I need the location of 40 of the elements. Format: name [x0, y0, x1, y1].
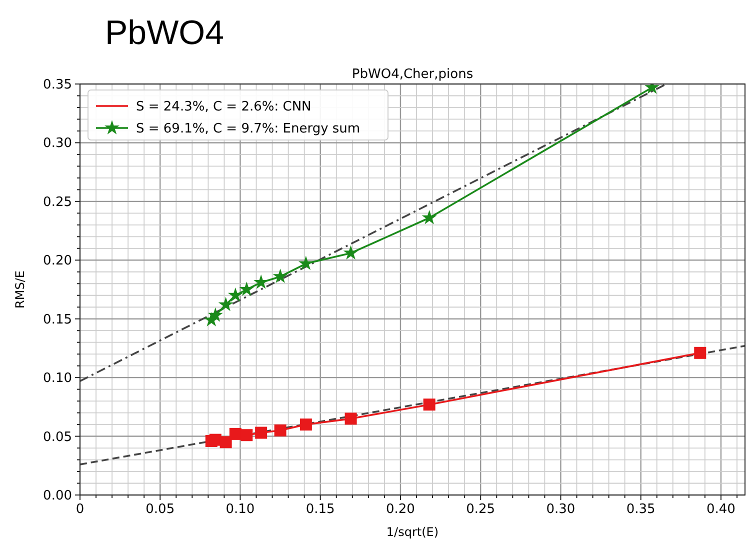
chart-title: PbWO4 [105, 14, 224, 52]
point [694, 346, 706, 359]
legend-label: S = 69.1%, C = 9.7%: Energy sum [136, 122, 360, 136]
y-tick-label: 0.05 [43, 430, 72, 445]
point [220, 436, 232, 448]
y-tick-label: 0.20 [43, 254, 72, 269]
x-axis-title: 1/sqrt(E) [386, 525, 439, 539]
point [423, 398, 436, 411]
point [240, 429, 253, 442]
y-tick-label: 0.30 [43, 136, 72, 152]
x-tick-label: 0.15 [306, 502, 335, 517]
y-tick-label: 0.35 [43, 78, 72, 92]
point [298, 256, 314, 270]
point [239, 282, 254, 296]
point [343, 245, 358, 260]
point [272, 268, 288, 283]
y-tick-label: 0.25 [43, 194, 72, 210]
y-tick-label: 0.15 [43, 312, 72, 328]
point [274, 424, 286, 436]
point [422, 210, 437, 224]
chart-subtitle: PbWO4,Cher,pions [352, 67, 474, 82]
y-tick-label: 0.00 [43, 488, 72, 504]
point [255, 426, 268, 439]
x-tick-label: 0.25 [466, 502, 496, 517]
point [208, 307, 223, 322]
y-axis-title: RMS/E [13, 270, 27, 308]
point [218, 296, 234, 312]
x-tick-label: 0.20 [386, 502, 415, 517]
point [300, 418, 312, 431]
point [344, 412, 357, 425]
point [229, 428, 242, 440]
legend-label: S = 24.3%, C = 2.6%: CNN [136, 100, 312, 114]
y-tick-label: 0.10 [43, 371, 72, 386]
x-tick-label: 0 [76, 502, 84, 517]
x-tick-label: 0.10 [226, 502, 255, 517]
x-tick-label: 0.35 [626, 502, 656, 517]
x-tick-label: 0.40 [706, 502, 736, 517]
point [228, 287, 243, 302]
x-tick-label: 0.30 [546, 502, 576, 517]
x-tick-label: 0.05 [146, 502, 175, 517]
